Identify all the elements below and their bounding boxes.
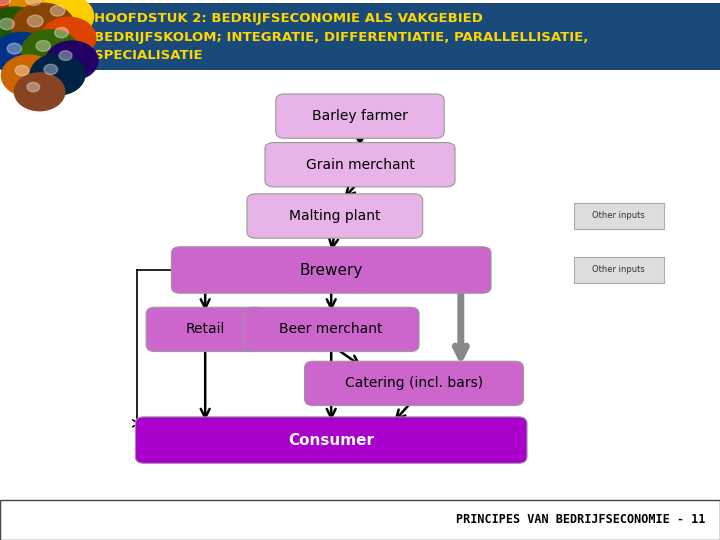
Circle shape	[26, 0, 42, 5]
FancyBboxPatch shape	[247, 194, 423, 238]
Text: SPECIALISATIE: SPECIALISATIE	[94, 49, 202, 62]
FancyArrowPatch shape	[356, 134, 364, 144]
Circle shape	[50, 5, 65, 16]
Circle shape	[0, 7, 45, 52]
FancyArrowPatch shape	[327, 289, 336, 308]
FancyBboxPatch shape	[0, 500, 720, 540]
FancyBboxPatch shape	[171, 247, 491, 293]
FancyBboxPatch shape	[135, 417, 527, 463]
Text: Consumer: Consumer	[288, 433, 374, 448]
Circle shape	[27, 82, 40, 92]
Circle shape	[46, 41, 98, 80]
Circle shape	[55, 28, 68, 38]
Circle shape	[1, 55, 56, 96]
Circle shape	[0, 32, 50, 76]
FancyArrowPatch shape	[201, 348, 210, 418]
Circle shape	[36, 40, 50, 51]
Circle shape	[22, 30, 79, 73]
Text: Brewery: Brewery	[300, 262, 363, 278]
FancyArrowPatch shape	[201, 289, 210, 308]
Text: Retail: Retail	[186, 322, 225, 336]
Text: Grain merchant: Grain merchant	[305, 158, 415, 172]
FancyArrowPatch shape	[577, 267, 585, 273]
Circle shape	[15, 65, 29, 76]
Text: Other inputs: Other inputs	[593, 266, 645, 274]
FancyArrowPatch shape	[396, 401, 412, 419]
Circle shape	[14, 73, 65, 111]
Circle shape	[27, 15, 43, 27]
Circle shape	[44, 64, 58, 75]
Circle shape	[0, 0, 45, 31]
FancyBboxPatch shape	[276, 94, 444, 138]
FancyBboxPatch shape	[146, 307, 264, 352]
FancyArrowPatch shape	[455, 289, 467, 357]
Circle shape	[12, 3, 75, 51]
Text: Beer merchant: Beer merchant	[279, 322, 383, 336]
FancyBboxPatch shape	[305, 361, 523, 406]
FancyBboxPatch shape	[265, 143, 455, 187]
Text: Malting plant: Malting plant	[289, 209, 381, 223]
Circle shape	[41, 17, 96, 58]
Text: Barley farmer: Barley farmer	[312, 109, 408, 123]
Circle shape	[59, 51, 72, 60]
Text: HOOFDSTUK 2: BEDRIJFSECONOMIE ALS VAKGEBIED: HOOFDSTUK 2: BEDRIJFSECONOMIE ALS VAKGEB…	[94, 12, 482, 25]
Text: PRINCIPES VAN BEDRIJFSECONOMIE - 11: PRINCIPES VAN BEDRIJFSECONOMIE - 11	[456, 513, 706, 526]
Text: Catering (incl. bars): Catering (incl. bars)	[345, 376, 483, 390]
Text: Other inputs: Other inputs	[593, 212, 645, 220]
Circle shape	[36, 0, 94, 38]
FancyArrowPatch shape	[327, 348, 336, 418]
FancyArrowPatch shape	[577, 213, 585, 219]
FancyArrowPatch shape	[329, 234, 338, 248]
FancyBboxPatch shape	[83, 3, 720, 70]
FancyBboxPatch shape	[243, 307, 419, 352]
FancyBboxPatch shape	[574, 203, 664, 229]
Text: BEDRIJFSKOLOM; INTEGRATIE, DIFFERENTIATIE, PARALLELLISATIE,: BEDRIJFSKOLOM; INTEGRATIE, DIFFERENTIATI…	[94, 31, 588, 44]
Circle shape	[7, 43, 22, 54]
Circle shape	[30, 54, 85, 95]
Circle shape	[0, 0, 11, 5]
Circle shape	[9, 0, 74, 30]
Circle shape	[0, 18, 14, 30]
FancyBboxPatch shape	[574, 257, 664, 283]
FancyArrowPatch shape	[346, 183, 358, 196]
FancyArrowPatch shape	[333, 347, 359, 364]
